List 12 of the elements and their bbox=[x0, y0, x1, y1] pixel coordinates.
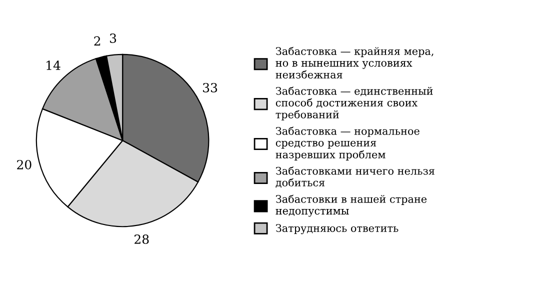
legend-label: Забастовка — единственный способ достижения своих требований bbox=[276, 86, 433, 120]
legend-label: Забастовка — нормальное средство решения назревших проблем bbox=[276, 126, 420, 160]
legend-label: Затрудняюсь ответить bbox=[276, 224, 398, 234]
data-label: 2 bbox=[94, 36, 100, 46]
legend-label: Забастовками ничего нельзя добиться bbox=[276, 166, 434, 188]
legend-label: Забастовки в нашей стране недопустимы bbox=[276, 194, 427, 217]
data-label: 20 bbox=[17, 160, 32, 170]
data-label: 33 bbox=[203, 82, 218, 92]
data-label: 14 bbox=[46, 60, 60, 70]
legend-label: Забастовка — крайняя мера, но в нынешних условиях неизбежная bbox=[276, 46, 434, 79]
data-label: 28 bbox=[134, 234, 149, 244]
data-label: 3 bbox=[110, 34, 116, 43]
